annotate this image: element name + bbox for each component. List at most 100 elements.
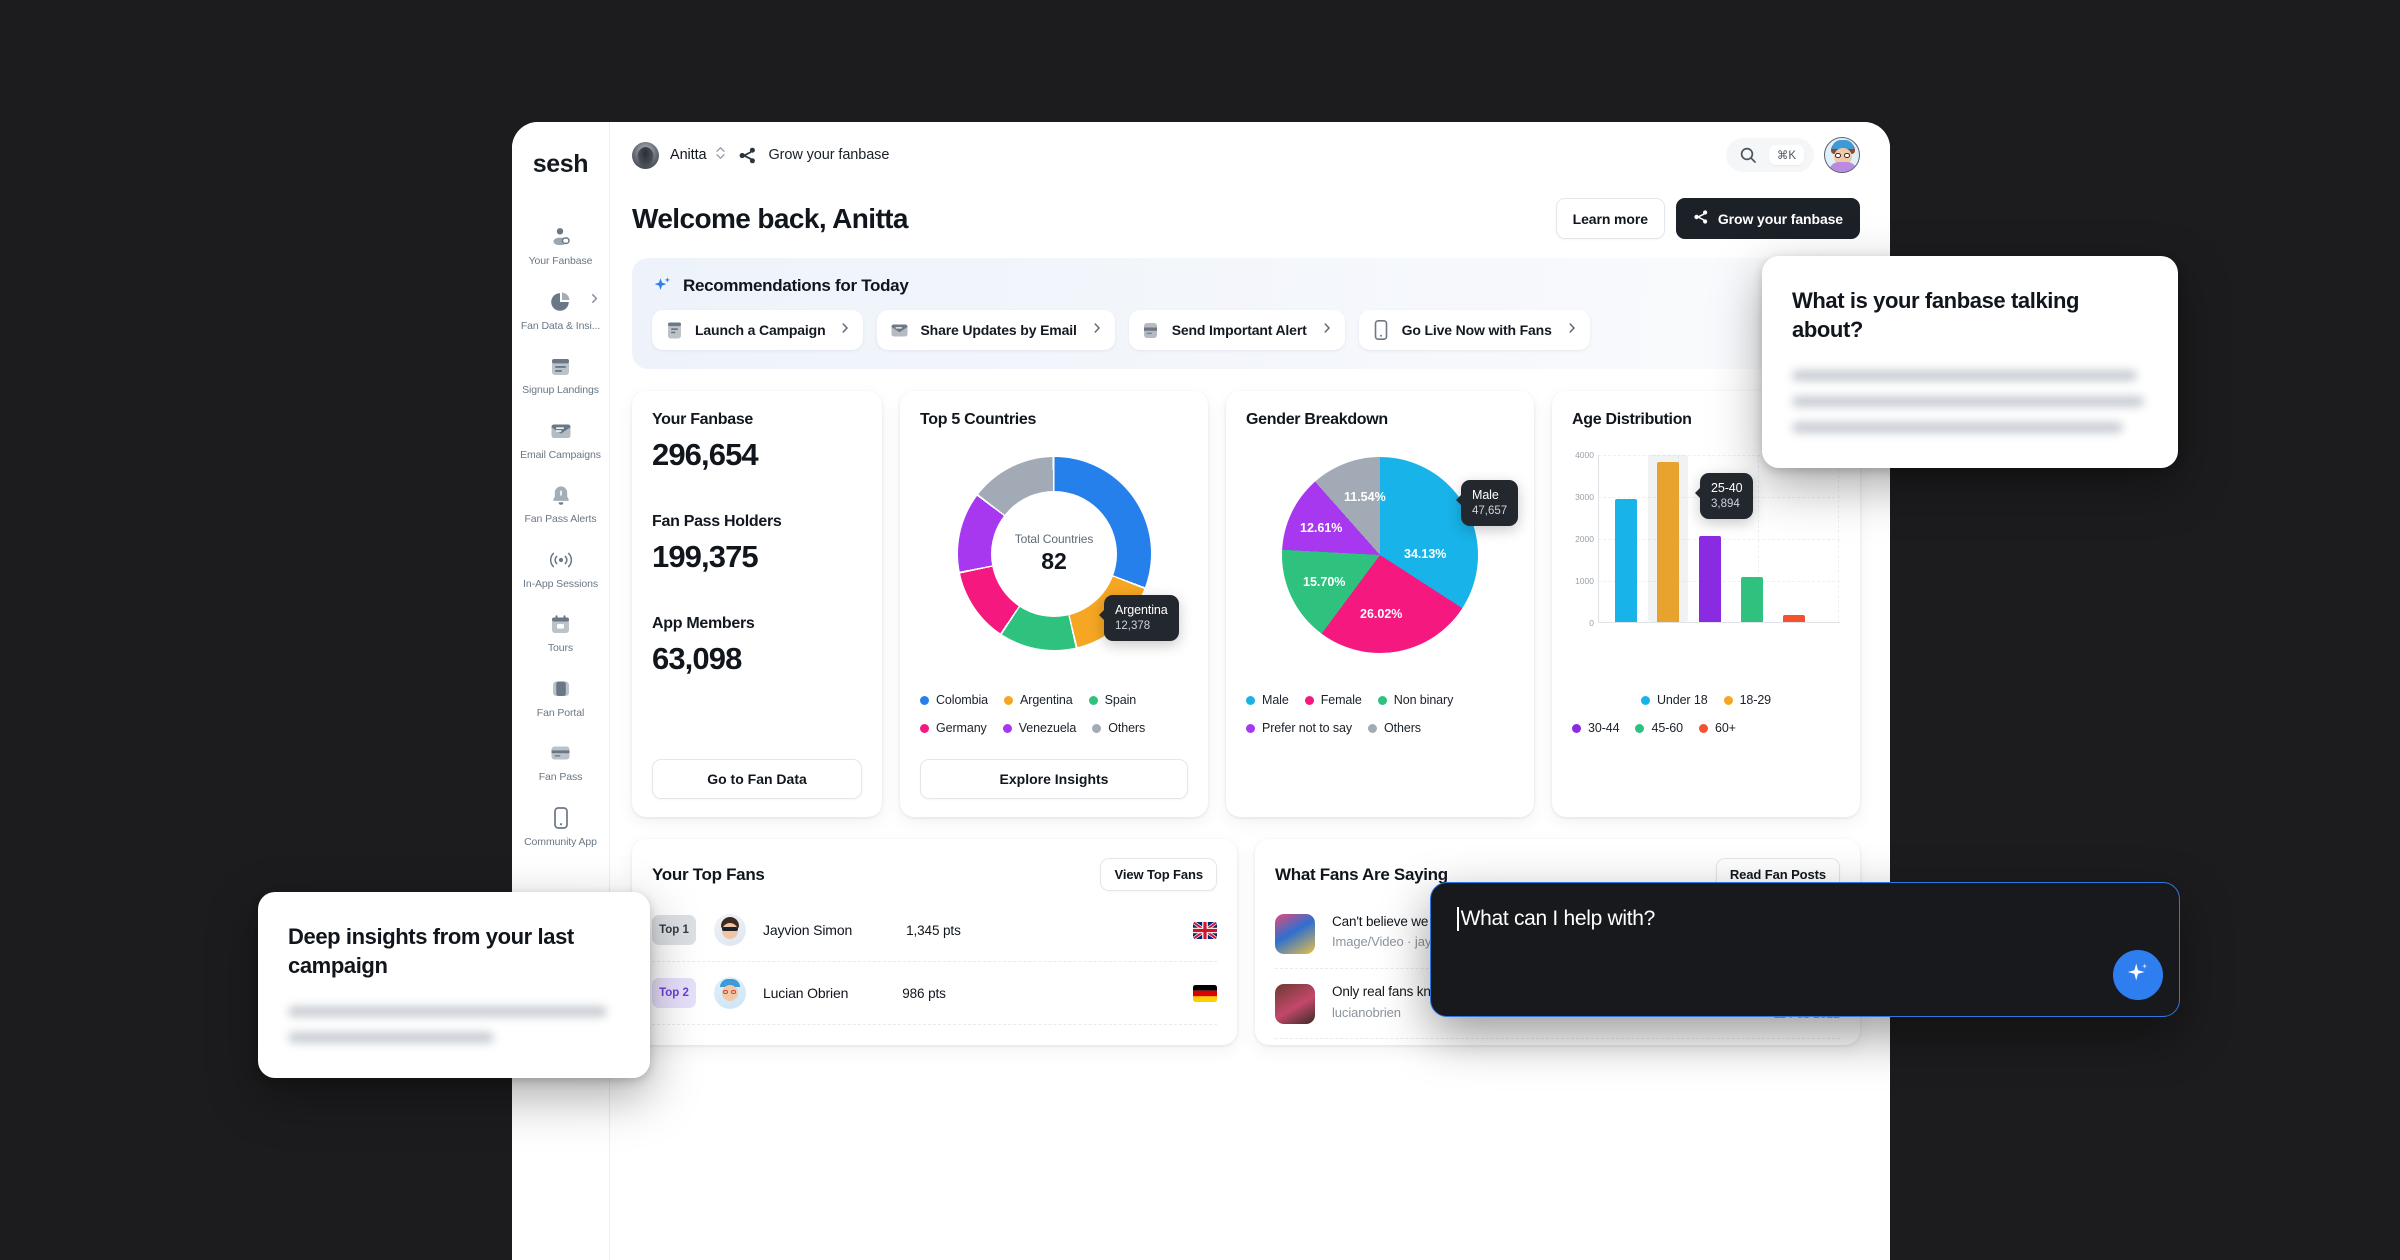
chat-send-button[interactable] <box>2113 950 2163 1000</box>
fan-points: 1,345 pts <box>906 922 961 938</box>
sidebar-item-in-app-sessions[interactable]: In-App Sessions <box>512 538 609 598</box>
legend-item-colombia[interactable]: Colombia <box>920 693 988 707</box>
email-icon <box>888 319 910 341</box>
sidebar-item-fan-portal[interactable]: Fan Portal <box>512 667 609 727</box>
chevron-updown-icon[interactable] <box>715 145 726 166</box>
tooltip-label: Argentina <box>1115 603 1168 617</box>
avatar <box>714 914 746 946</box>
legend-item-venezuela[interactable]: Venezuela <box>1002 721 1076 735</box>
post-meta: lucianobrien <box>1332 1005 1401 1020</box>
bell-icon <box>548 482 574 508</box>
table-row[interactable]: Top 2 Lucian Obrien 986 pts <box>652 962 1217 1025</box>
grow-fanbase-breadcrumb[interactable]: Grow your fanbase <box>768 147 890 163</box>
recommendation-chip-send-important-alert[interactable]: Send Important Alert <box>1128 310 1345 350</box>
rank-badge: Top 1 <box>652 915 696 945</box>
legend-color-dot <box>920 723 929 733</box>
legend-item-45-60[interactable]: 45-60 <box>1635 721 1683 735</box>
app-logo[interactable]: sesh <box>532 150 589 178</box>
recommendation-chip-go-live-now-with-fans[interactable]: Go Live Now with Fans <box>1358 310 1590 350</box>
fan-points: 986 pts <box>902 985 946 1001</box>
legend-label: Non binary <box>1393 693 1454 707</box>
sidebar-item-label: Fan Portal <box>536 706 585 719</box>
sidebar-item-label: Your Fanbase <box>528 255 593 267</box>
pie-slices[interactable] <box>1282 457 1478 653</box>
bar-45-60[interactable] <box>1741 576 1763 622</box>
sidebar-item-your-fanbase[interactable]: Your Fanbase <box>512 215 609 275</box>
sidebar-item-tours[interactable]: Tours <box>512 602 609 662</box>
ai-chat-box[interactable]: What can I help with? <box>1430 882 2180 1017</box>
donut-center: Total Countries 82 <box>991 490 1117 617</box>
legend-item-30-44[interactable]: 30-44 <box>1572 721 1620 735</box>
legend-item-female[interactable]: Female <box>1304 693 1362 707</box>
table-row[interactable]: Top 1 Jayvion Simon 1,345 pts <box>652 899 1217 962</box>
page-content: Welcome back, Anitta Learn more Grow you… <box>610 188 1890 1260</box>
donut-center-value: 82 <box>1041 548 1067 574</box>
legend-color-dot <box>1002 723 1012 733</box>
legend-item-spain[interactable]: Spain <box>1088 693 1137 707</box>
fanbase-talking-card[interactable]: What is your fanbase talking about? <box>1762 256 2178 469</box>
pie-label-female: 26.02% <box>1360 607 1403 621</box>
legend-label: Prefer not to say <box>1262 721 1353 735</box>
go-to-fan-data-button[interactable]: Go to Fan Data <box>652 759 862 799</box>
pie-chart-icon <box>548 289 574 315</box>
bar-18-29[interactable] <box>1648 455 1688 622</box>
top-countries-card: Top 5 Countries Total Countries 82 Arge <box>900 391 1208 817</box>
recommendation-chip-share-updates-by-email[interactable]: Share Updates by Email <box>877 310 1115 350</box>
stat-value: 199,375 <box>652 539 759 574</box>
legend-color-dot <box>1723 695 1733 705</box>
sidebar-item-email-campaigns[interactable]: Email Campaigns <box>512 409 609 469</box>
legend-label: 60+ <box>1714 721 1736 735</box>
artist-avatar[interactable] <box>632 141 659 169</box>
sidebar-item-label: Email Campaigns <box>520 448 601 461</box>
legend-item-male[interactable]: Male <box>1246 693 1289 707</box>
learn-more-button[interactable]: Learn more <box>1555 198 1665 239</box>
chevron-right-icon[interactable] <box>589 291 600 309</box>
legend-label: 30-44 <box>1588 721 1620 735</box>
user-avatar[interactable] <box>1824 137 1860 173</box>
gender-card-footer <box>1246 758 1514 799</box>
legend-item-prefer-not-to-say[interactable]: Prefer not to say <box>1246 721 1352 735</box>
sidebar-item-community-app[interactable]: Community App <box>512 796 609 856</box>
sidebar-item-fan-pass[interactable]: Fan Pass <box>512 731 609 791</box>
y-axis-tick: 3000 <box>1575 492 1594 502</box>
phone-icon <box>548 805 574 831</box>
explore-insights-button[interactable]: Explore Insights <box>920 759 1188 799</box>
rank-badge: Top 2 <box>652 978 696 1008</box>
top-fans-panel: Your Top Fans View Top Fans Top 1 Jayvion… <box>632 839 1237 1045</box>
legend-item-argentina[interactable]: Argentina <box>1004 693 1073 707</box>
legend-item-18-29[interactable]: 18-29 <box>1723 693 1772 707</box>
deep-insights-card[interactable]: Deep insights from your last campaign <box>258 892 650 1079</box>
app-window: sesh Your Fanbase Fan Data & Insi... Signu… <box>512 122 1890 1260</box>
sidebar-item-fan-data-insi[interactable]: Fan Data & Insi... <box>512 280 609 340</box>
fan-name: Jayvion Simon <box>763 922 853 938</box>
bar-30-44[interactable] <box>1699 535 1721 622</box>
chat-input[interactable]: What can I help with? <box>1457 907 2153 931</box>
legend-color-dot <box>1640 695 1650 705</box>
grow-fanbase-button[interactable]: Grow your fanbase <box>1675 198 1860 239</box>
y-axis-ticks: 4000 3000 2000 1000 0 <box>1566 450 1596 628</box>
legend-item-others[interactable]: Others <box>1092 721 1145 735</box>
legend-label: Spain <box>1104 693 1137 707</box>
legend-item-non-binary[interactable]: Non binary <box>1377 693 1454 707</box>
age-bar-chart: 4000 3000 2000 1000 0 25-40 3,894 <box>1572 435 1840 683</box>
bars-wrapper: 4000 3000 2000 1000 0 25-40 3,894 <box>1572 450 1840 655</box>
legend-row: Under 18 18-29 <box>1572 693 1840 707</box>
legend-item-germany[interactable]: Germany <box>920 721 987 735</box>
bar-under-18[interactable] <box>1615 499 1637 622</box>
legend-row: Colombia Argentina Spain <box>920 693 1188 707</box>
share-icon[interactable] <box>738 146 757 165</box>
sidebar-item-fan-pass-alerts[interactable]: Fan Pass Alerts <box>512 473 609 533</box>
legend-item-under-18[interactable]: Under 18 <box>1640 693 1708 707</box>
legend-item-others[interactable]: Others <box>1368 721 1421 735</box>
recommendation-chip-launch-a-campaign[interactable]: Launch a Campaign <box>652 310 864 350</box>
legend-color-dot <box>920 695 929 705</box>
search-input[interactable]: ⌘K <box>1725 138 1814 172</box>
legend-item-60-[interactable]: 60+ <box>1698 721 1736 735</box>
view-top-fans-button[interactable]: View Top Fans <box>1100 858 1217 891</box>
top-fans-list: Top 1 Jayvion Simon 1,345 pts Top 2 Lucian O… <box>652 899 1217 1025</box>
legend-label: 18-29 <box>1739 693 1772 707</box>
gender-breakdown-card: Gender Breakdown 34.13% 26.02% 15.70% 12… <box>1226 391 1534 817</box>
bar-60-[interactable] <box>1783 614 1805 622</box>
sidebar-item-signup-landings[interactable]: Signup Landings <box>512 344 609 404</box>
legend-color-dot <box>1246 695 1255 705</box>
